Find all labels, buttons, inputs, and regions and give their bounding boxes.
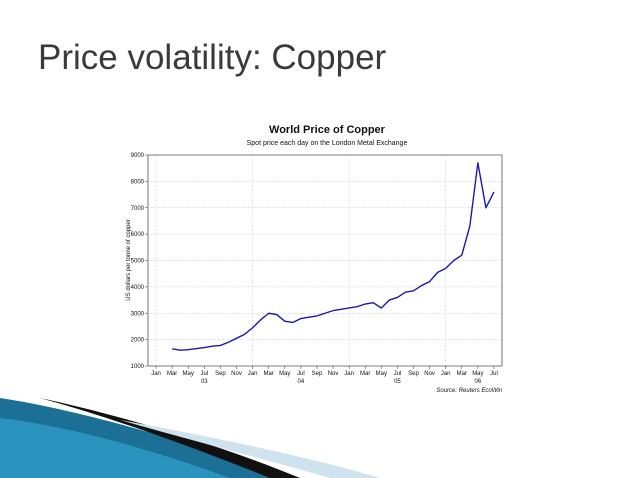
- x-tick-label: Mar: [167, 371, 177, 377]
- x-tick-label: Sep: [215, 371, 226, 377]
- swoosh: [40, 398, 300, 478]
- x-tick-label: Jan: [151, 371, 161, 377]
- x-tick-label: Jul: [490, 371, 498, 377]
- x-tick-label: Nov: [231, 371, 242, 377]
- x-year-label: 03: [201, 379, 208, 385]
- price-line: [172, 162, 495, 351]
- decoration: [0, 398, 380, 478]
- y-tick-label: 1000: [131, 364, 145, 370]
- chart-title: World Price of Copper: [269, 124, 386, 136]
- x-tick-label: Sep: [312, 371, 323, 377]
- x-year-label: 06: [475, 379, 482, 385]
- x-tick-label: Jan: [441, 371, 451, 377]
- x-tick-label: May: [472, 371, 483, 377]
- y-tick-label: 4000: [131, 285, 145, 291]
- y-tick-label: 7000: [131, 206, 145, 212]
- chart-subtitle: Spot price each day on the London Metal …: [247, 140, 408, 147]
- x-tick-label: Mar: [457, 371, 467, 377]
- swoosh: [120, 420, 380, 478]
- x-tick-label: May: [279, 371, 290, 377]
- x-tick-label: May: [183, 371, 194, 377]
- y-tick-label: 3000: [131, 311, 145, 317]
- y-tick-label: 6000: [131, 232, 145, 238]
- x-tick-label: Jul: [394, 371, 402, 377]
- y-tick-label: 8000: [131, 179, 145, 185]
- y-tick-label: 2000: [131, 338, 145, 344]
- x-tick-label: Jan: [344, 371, 354, 377]
- x-year-label: 04: [298, 379, 305, 385]
- y-tick-label: 5000: [131, 259, 145, 265]
- y-axis-label: US dollars per tonne of copper: [126, 219, 132, 300]
- y-tick-label: 9000: [131, 153, 145, 159]
- x-tick-label: Mar: [360, 371, 370, 377]
- x-tick-label: Jul: [200, 371, 208, 377]
- x-tick-label: Sep: [408, 371, 419, 377]
- x-year-label: 05: [394, 379, 401, 385]
- x-tick-label: Jan: [248, 371, 258, 377]
- x-tick-label: May: [376, 371, 387, 377]
- x-tick-label: Mar: [264, 371, 274, 377]
- swoosh: [0, 418, 230, 478]
- x-tick-label: Nov: [328, 371, 339, 377]
- source-note: Source: Reuters EcoWin: [436, 388, 502, 394]
- x-tick-label: Jul: [297, 371, 305, 377]
- slide-title: Price volatility: Copper: [38, 38, 387, 77]
- x-tick-label: Nov: [424, 371, 435, 377]
